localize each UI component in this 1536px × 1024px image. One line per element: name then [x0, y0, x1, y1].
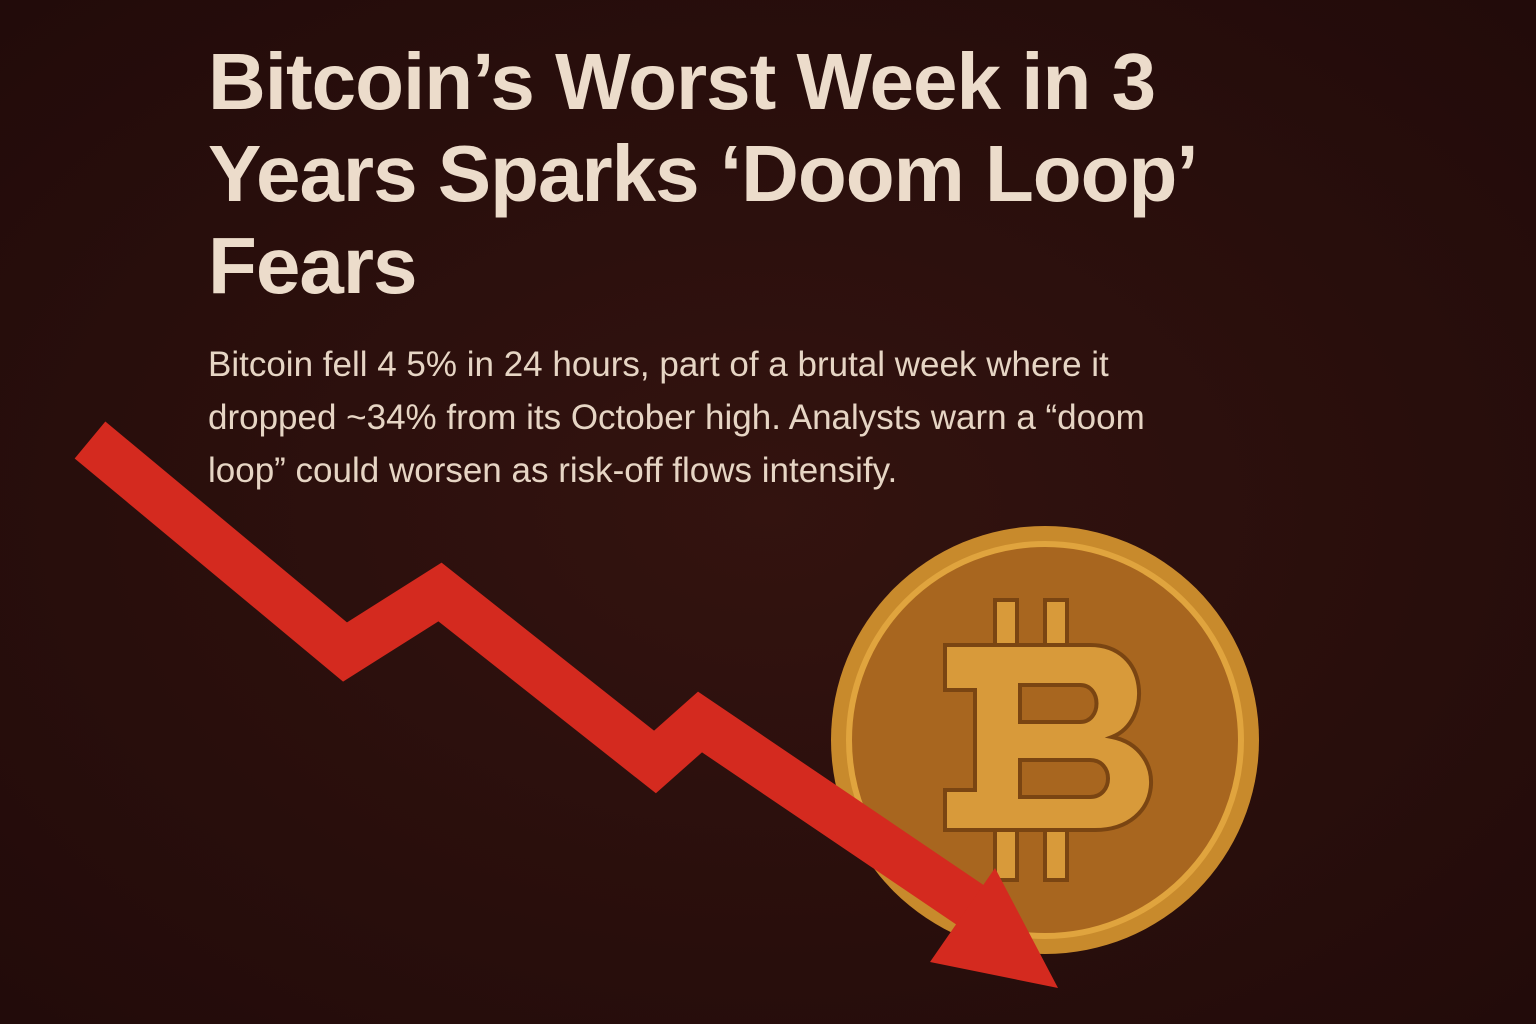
down-arrow [74, 421, 1058, 988]
summary: Bitcoin fell 4 5% in 24 hours, part of a… [208, 345, 1145, 490]
bitcoin-coin [831, 526, 1259, 954]
headline: Bitcoin’s Worst Week in 3 Years Sparks ‘… [208, 37, 1194, 310]
